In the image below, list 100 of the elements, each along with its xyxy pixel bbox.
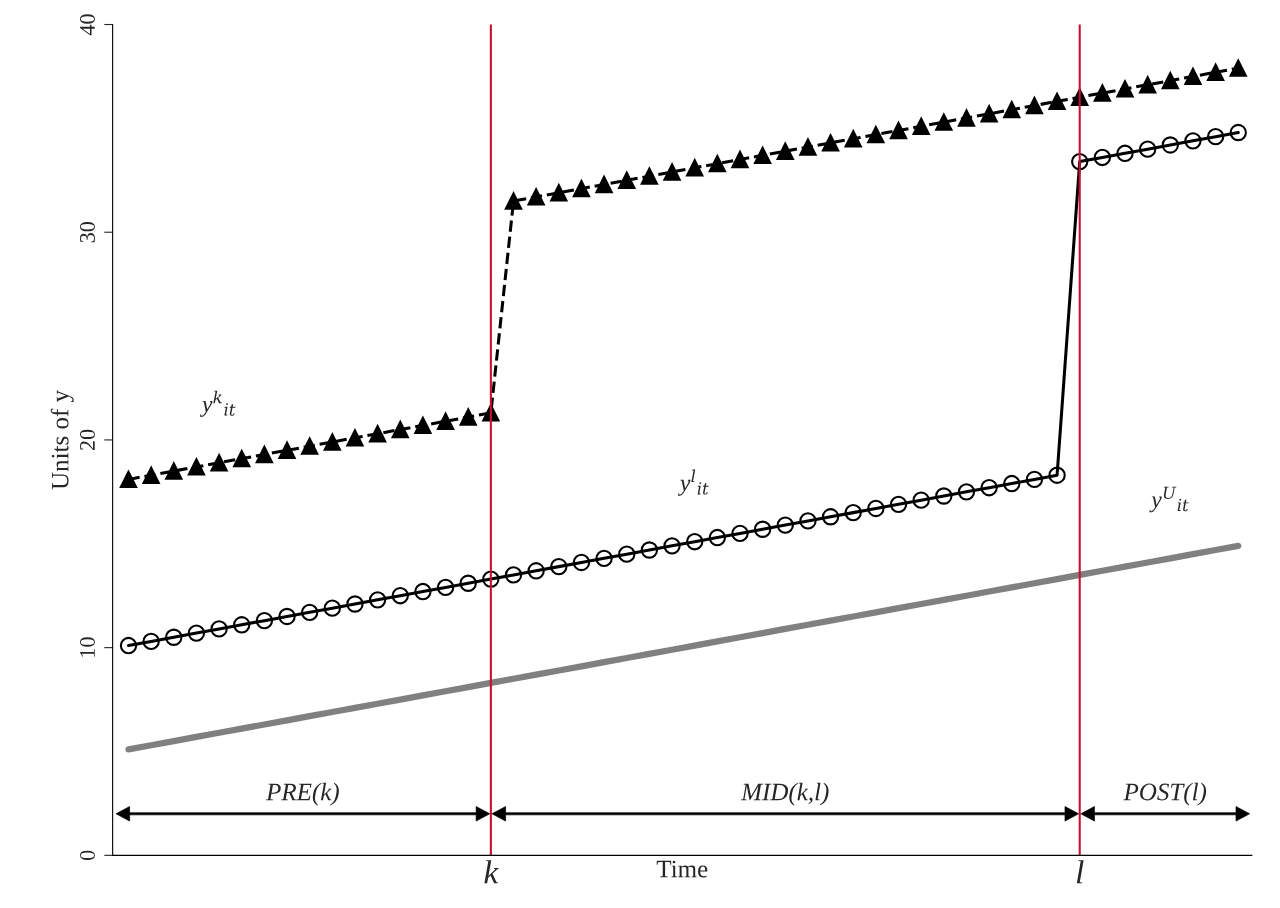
point: [1161, 136, 1179, 154]
y-axis-title: Units of y: [50, 390, 74, 490]
annotation: POST(l): [1123, 782, 1207, 806]
series-label: y$^{k}$$_{it}$: [200, 390, 236, 417]
point: [278, 607, 296, 626]
point: [165, 462, 183, 480]
point: [346, 595, 364, 613]
point: [731, 150, 749, 169]
point: [346, 429, 364, 447]
point: [867, 499, 885, 518]
point: [572, 553, 591, 572]
point: [233, 616, 251, 634]
point: [799, 512, 817, 530]
point: [459, 574, 477, 592]
point: [255, 611, 274, 630]
point: [844, 503, 862, 522]
point: [527, 562, 545, 580]
point: [1206, 63, 1225, 81]
point: [187, 458, 206, 476]
point: [595, 549, 613, 567]
point: [1206, 127, 1225, 146]
point: [708, 528, 727, 547]
point: [436, 412, 455, 430]
point: [210, 620, 228, 638]
point: [1048, 466, 1066, 484]
point: [1229, 59, 1247, 77]
point: [391, 420, 409, 439]
point: [640, 541, 659, 559]
point: [142, 632, 160, 651]
point: [1093, 148, 1112, 167]
point: [1138, 140, 1157, 158]
point: [233, 449, 251, 468]
point: [867, 125, 885, 144]
point: [1184, 67, 1202, 86]
point: [119, 470, 138, 489]
point: [278, 441, 296, 459]
x-tick-label: k: [484, 860, 499, 884]
point: [572, 179, 591, 198]
point: [821, 508, 840, 526]
series-label: y$^{l}$$_{it}$: [677, 469, 709, 496]
point: [368, 591, 387, 609]
point: [686, 533, 704, 551]
point: [935, 487, 953, 505]
point: [753, 520, 772, 538]
point: [618, 545, 636, 563]
point: [323, 433, 342, 451]
point: [459, 408, 477, 426]
y-tick-label: 0: [79, 850, 95, 861]
point: [980, 105, 998, 123]
annotation: MID(k,l): [740, 782, 829, 806]
point: [1161, 71, 1179, 90]
y-tick-label: 40: [79, 14, 95, 36]
point: [504, 566, 523, 584]
point: [686, 159, 704, 177]
point: [482, 570, 500, 588]
point: [1003, 474, 1021, 493]
point: [889, 495, 908, 513]
point: [776, 142, 794, 160]
point: [391, 587, 409, 605]
x-tick-label: l: [1076, 860, 1084, 884]
y-tick-label: 20: [79, 429, 95, 451]
point: [640, 167, 659, 185]
point: [912, 491, 930, 509]
point: [414, 582, 432, 601]
point: [550, 557, 568, 576]
point: [255, 445, 274, 464]
point: [663, 537, 681, 555]
x-axis-title: Time: [656, 860, 708, 878]
point: [799, 138, 817, 156]
point: [1071, 152, 1089, 171]
point: [731, 524, 749, 543]
point: [165, 628, 183, 646]
point: [1116, 80, 1134, 98]
point: [323, 599, 342, 617]
point: [1048, 92, 1066, 111]
point: [708, 155, 727, 173]
point: [821, 134, 840, 152]
y-tick-label: 30: [79, 221, 95, 243]
point: [119, 636, 138, 655]
point: [957, 109, 976, 127]
point: [527, 188, 545, 206]
point: [301, 603, 319, 621]
annotation: PRE(k): [265, 782, 339, 806]
point: [753, 146, 772, 165]
point: [595, 175, 613, 194]
point: [301, 437, 319, 455]
point: [957, 483, 976, 501]
point: [142, 466, 160, 484]
point: [1093, 84, 1112, 102]
point: [889, 121, 908, 140]
point: [1184, 132, 1202, 150]
point: [210, 454, 228, 472]
point: [618, 171, 636, 189]
point: [1229, 123, 1247, 142]
point: [436, 578, 455, 597]
point: [844, 130, 862, 148]
series-label: y$^{U}$$_{it}$: [1149, 486, 1189, 513]
point: [504, 192, 523, 210]
point: [1025, 96, 1044, 115]
point: [912, 117, 930, 135]
